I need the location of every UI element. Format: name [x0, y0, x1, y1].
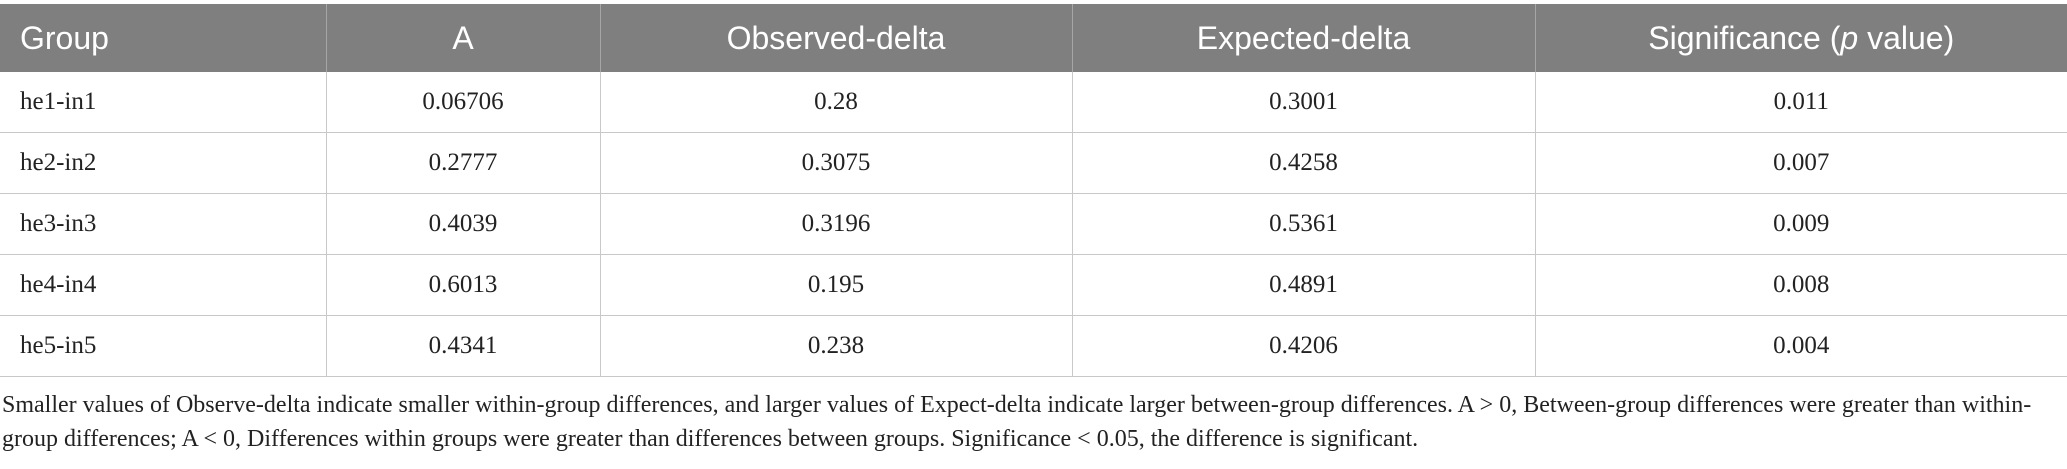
cell-observed-delta: 0.28	[599, 72, 1072, 133]
header-a: A	[325, 4, 600, 72]
table-row: he4-in4 0.6013 0.195 0.4891 0.008	[0, 254, 2067, 316]
cell-observed-delta: 0.3196	[599, 193, 1072, 255]
header-significance-p: p	[1840, 19, 1859, 56]
cell-expected-delta: 0.3001	[1071, 72, 1535, 133]
cell-significance: 0.004	[1534, 315, 2067, 377]
header-expected-delta: Expected-delta	[1071, 4, 1535, 72]
cell-significance: 0.011	[1534, 72, 2067, 133]
cell-a: 0.2777	[325, 132, 600, 194]
table-body: he1-in1 0.06706 0.28 0.3001 0.011 he2-in…	[0, 72, 2067, 377]
cell-observed-delta: 0.238	[599, 315, 1072, 377]
table-header: Group A Observed-delta Expected-delta Si…	[0, 4, 2067, 72]
header-significance: Significance (p value)	[1534, 4, 2067, 72]
cell-expected-delta: 0.4891	[1071, 254, 1535, 316]
cell-expected-delta: 0.4206	[1071, 315, 1535, 377]
cell-expected-delta: 0.5361	[1071, 193, 1535, 255]
cell-group: he5-in5	[0, 315, 326, 377]
table-footnote: Smaller values of Observe-delta indicate…	[2, 392, 2032, 452]
cell-a: 0.4039	[325, 193, 600, 255]
cell-observed-delta: 0.3075	[599, 132, 1072, 194]
cell-group: he4-in4	[0, 254, 326, 316]
cell-a: 0.06706	[325, 72, 600, 133]
cell-observed-delta: 0.195	[599, 254, 1072, 316]
cell-expected-delta: 0.4258	[1071, 132, 1535, 194]
cell-group: he1-in1	[0, 72, 326, 133]
cell-a: 0.4341	[325, 315, 600, 377]
header-significance-suffix: value)	[1858, 19, 1955, 56]
header-row: Group A Observed-delta Expected-delta Si…	[0, 4, 2067, 72]
table-row: he3-in3 0.4039 0.3196 0.5361 0.009	[0, 193, 2067, 255]
table-row: he1-in1 0.06706 0.28 0.3001 0.011	[0, 72, 2067, 133]
table-row: he2-in2 0.2777 0.3075 0.4258 0.007	[0, 132, 2067, 194]
cell-group: he3-in3	[0, 193, 326, 255]
cell-significance: 0.009	[1534, 193, 2067, 255]
table-row: he5-in5 0.4341 0.238 0.4206 0.004	[0, 315, 2067, 377]
results-table-container: Group A Observed-delta Expected-delta Si…	[0, 4, 2067, 377]
cell-significance: 0.008	[1534, 254, 2067, 316]
cell-a: 0.6013	[325, 254, 600, 316]
header-group: Group	[0, 4, 326, 72]
cell-significance: 0.007	[1534, 132, 2067, 194]
header-observed-delta: Observed-delta	[599, 4, 1072, 72]
header-significance-prefix: Significance (	[1648, 19, 1841, 56]
results-table: Group A Observed-delta Expected-delta Si…	[0, 4, 2067, 377]
cell-group: he2-in2	[0, 132, 326, 194]
